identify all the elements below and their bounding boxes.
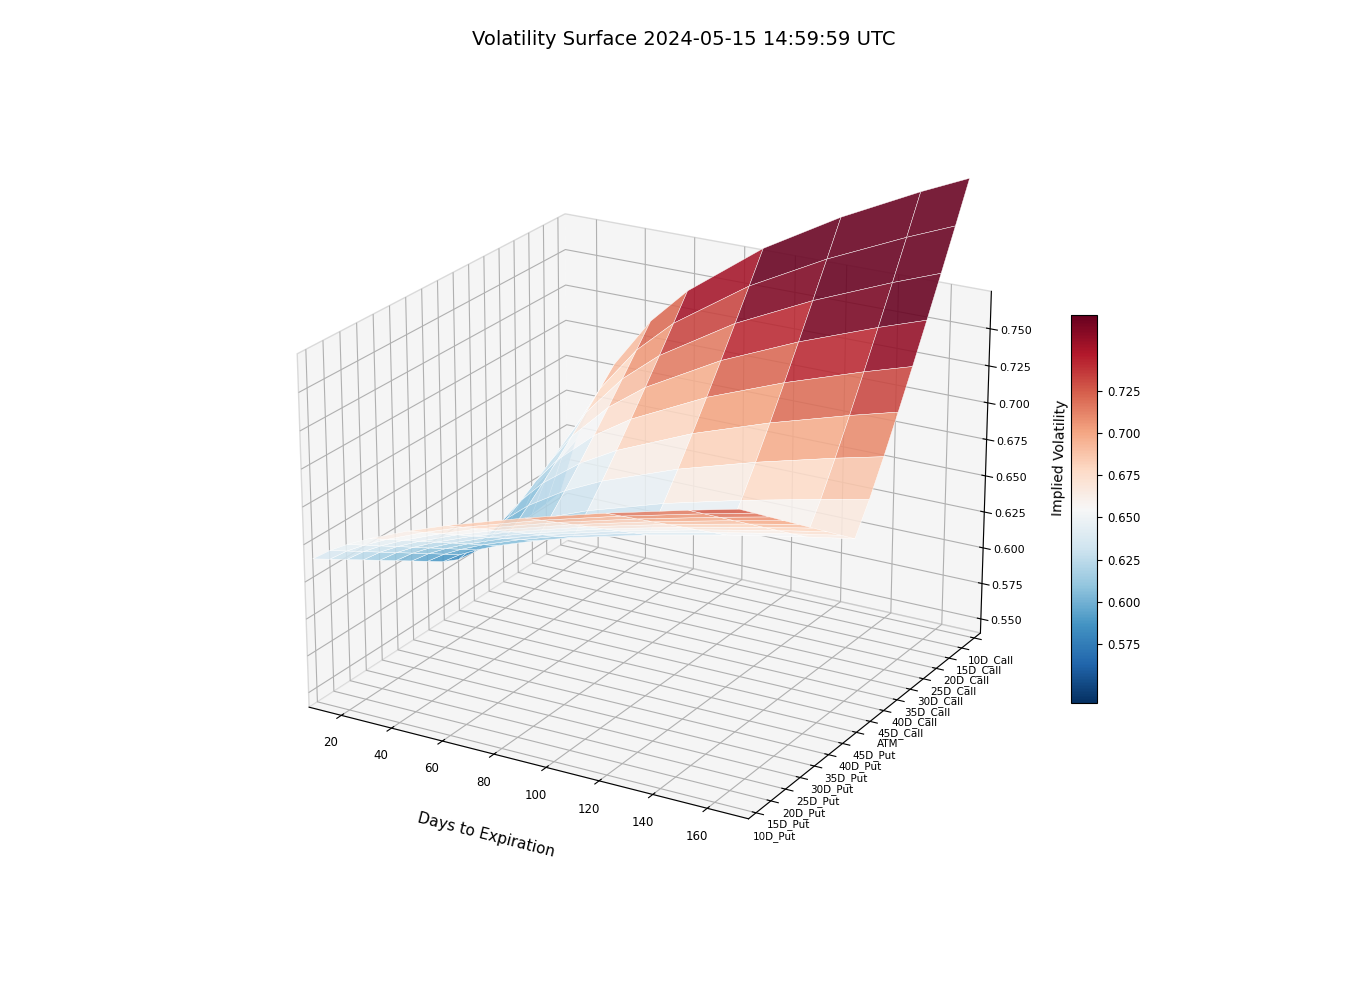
Text: Volatility Surface 2024-05-15 14:59:59 UTC: Volatility Surface 2024-05-15 14:59:59 U… — [472, 30, 895, 49]
X-axis label: Days to Expiration: Days to Expiration — [417, 810, 556, 860]
